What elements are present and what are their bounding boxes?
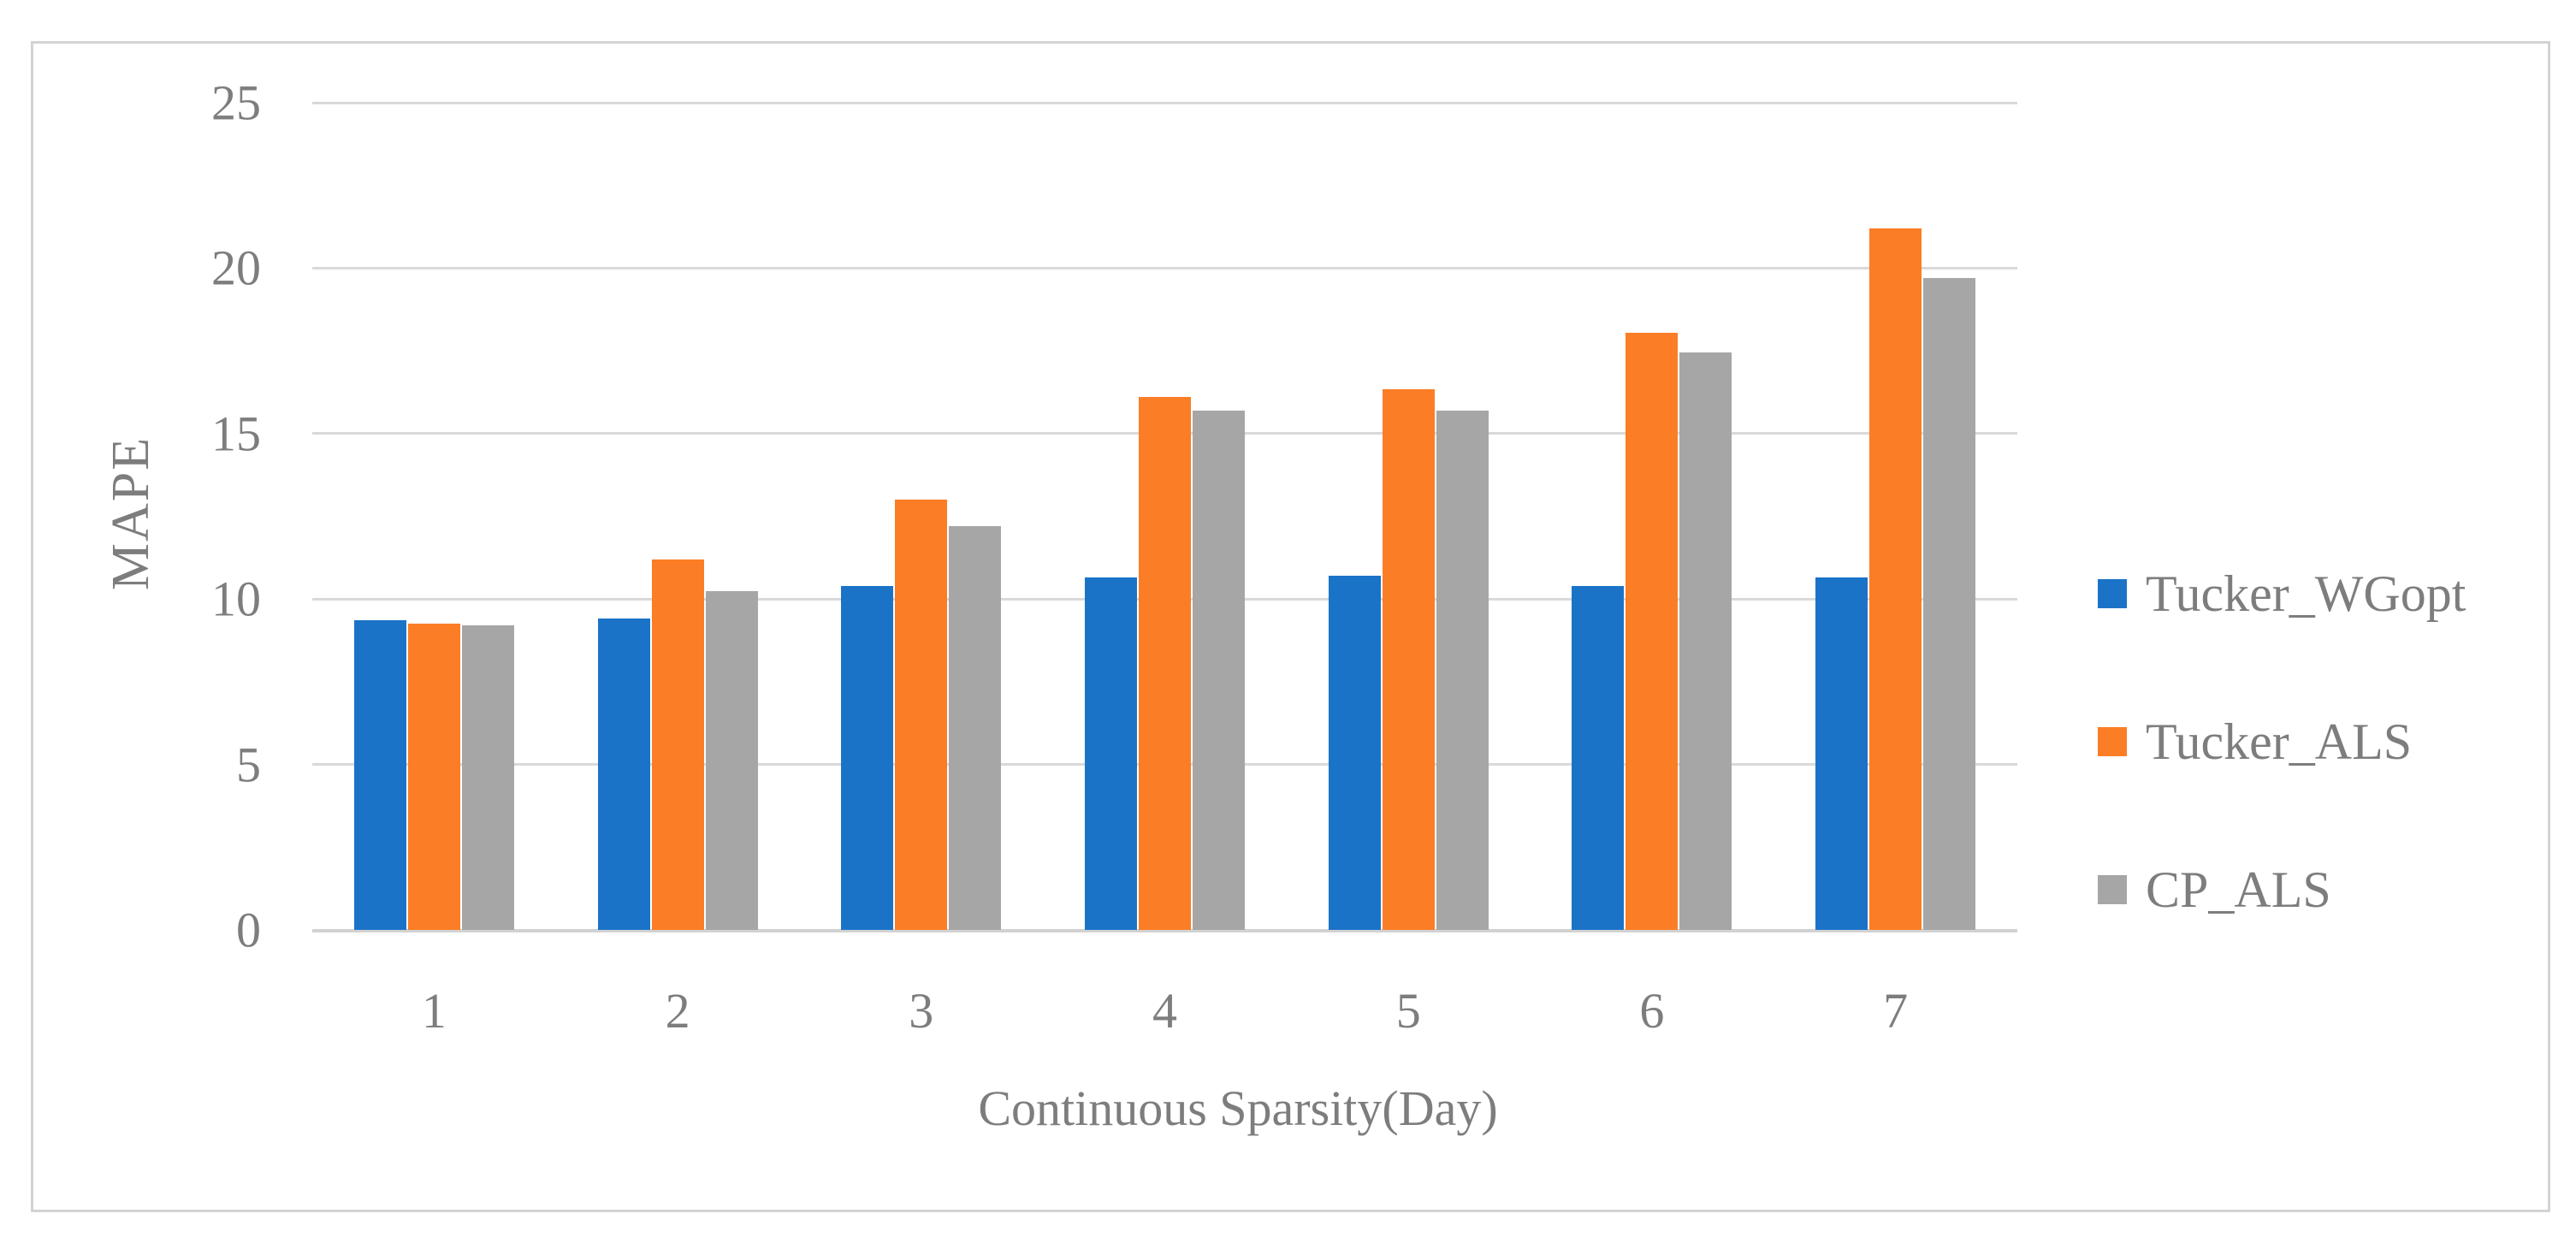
bar-Tucker_ALS-day4 bbox=[1139, 397, 1191, 930]
legend-label: Tucker_ALS bbox=[2146, 713, 2413, 770]
bar-Tucker_WGopt-day6 bbox=[1572, 585, 1625, 930]
x-tick-label: 1 bbox=[421, 983, 447, 1039]
bar-Tucker_ALS-day1 bbox=[407, 624, 460, 930]
x-axis-line bbox=[312, 928, 2017, 932]
bar-CP_ALS-day6 bbox=[1679, 352, 1732, 930]
x-axis-title: Continuous Sparsity(Day) bbox=[978, 1080, 1498, 1136]
x-tick-label: 5 bbox=[1395, 983, 1421, 1039]
legend-item-Tucker_WGopt: Tucker_WGopt bbox=[2098, 564, 2466, 624]
x-tick-label: 7 bbox=[1883, 983, 1909, 1039]
bar-Tucker_ALS-day2 bbox=[651, 559, 704, 930]
y-tick-label: 20 bbox=[211, 240, 261, 296]
bar-CP_ALS-day5 bbox=[1436, 410, 1489, 930]
legend-item-CP_ALS: CP_ALS bbox=[2098, 860, 2466, 920]
bar-Tucker_WGopt-day1 bbox=[353, 620, 406, 930]
bar-CP_ALS-day7 bbox=[1923, 278, 1976, 930]
gridline bbox=[312, 101, 2017, 104]
legend-label: CP_ALS bbox=[2146, 861, 2331, 918]
bar-Tucker_WGopt-day4 bbox=[1085, 577, 1137, 930]
bar-Tucker_ALS-day7 bbox=[1869, 228, 1922, 930]
legend-item-Tucker_ALS: Tucker_ALS bbox=[2098, 712, 2466, 772]
x-tick-label: 3 bbox=[909, 983, 934, 1039]
y-tick-label: 25 bbox=[211, 74, 261, 131]
x-tick-label: 2 bbox=[665, 983, 690, 1039]
bar-CP_ALS-day2 bbox=[705, 590, 758, 930]
legend-swatch-icon bbox=[2098, 579, 2127, 608]
bar-CP_ALS-day3 bbox=[949, 526, 1002, 930]
gridline bbox=[312, 266, 2017, 269]
y-tick-label: 0 bbox=[236, 902, 261, 958]
bar-CP_ALS-day4 bbox=[1193, 410, 1245, 930]
legend-label: Tucker_WGopt bbox=[2146, 565, 2466, 622]
bar-Tucker_WGopt-day3 bbox=[841, 585, 894, 930]
bar-Tucker_ALS-day6 bbox=[1626, 332, 1679, 930]
bar-Tucker_WGopt-day2 bbox=[597, 619, 650, 930]
y-tick-label: 5 bbox=[236, 737, 261, 793]
bar-Tucker_ALS-day3 bbox=[895, 500, 948, 930]
legend-swatch-icon bbox=[2098, 727, 2127, 756]
x-tick-label: 4 bbox=[1152, 983, 1177, 1039]
y-tick-label: 15 bbox=[211, 405, 261, 462]
bar-Tucker_WGopt-day5 bbox=[1328, 576, 1381, 930]
legend: Tucker_WGopt Tucker_ALS CP_ALS bbox=[2098, 564, 2466, 920]
legend-swatch-icon bbox=[2098, 875, 2127, 904]
bar-Tucker_ALS-day5 bbox=[1382, 388, 1435, 930]
bar-Tucker_WGopt-day7 bbox=[1815, 577, 1868, 930]
bar-CP_ALS-day1 bbox=[461, 625, 514, 930]
x-tick-label: 6 bbox=[1639, 983, 1665, 1039]
plot-area bbox=[312, 101, 2017, 932]
y-tick-label: 10 bbox=[211, 571, 261, 627]
